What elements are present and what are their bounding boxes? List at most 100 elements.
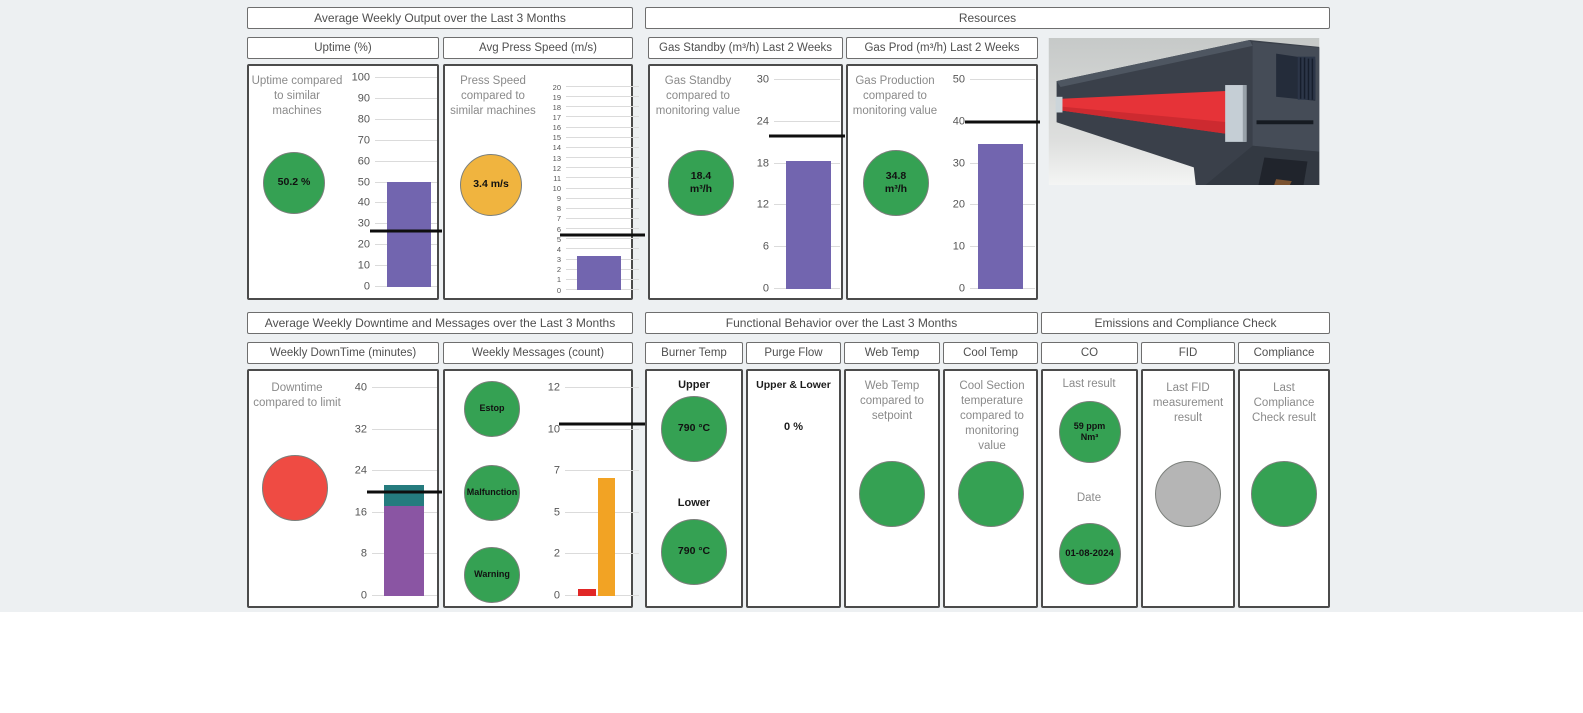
gridline [566, 197, 639, 199]
messages-bar-chart: 0 2 5 7 10 12 [533, 382, 645, 601]
y-tick-label: 14 [552, 143, 561, 153]
downtime-description: Downtime compared to limit [253, 382, 341, 409]
emissions-title-text: Emissions and Compliance Check [1094, 316, 1277, 330]
gas-standby-bar-chart: 0 6 12 18 24 30 [740, 74, 846, 294]
gridline [375, 160, 437, 162]
gas-standby-kpi-value: 18.4 [690, 169, 712, 182]
gridline [566, 136, 639, 138]
y-tick-label: 10 [952, 240, 965, 253]
bar-uptime [387, 182, 431, 287]
y-tick-label: 40 [354, 381, 367, 394]
plot-area [560, 86, 645, 290]
y-tick-label: 30 [952, 157, 965, 170]
gridline [566, 146, 639, 148]
gridline [372, 387, 437, 388]
y-tick-label: 40 [357, 196, 370, 209]
gridline [375, 97, 437, 99]
cool-temp-panel: Cool Section temperature compared to mon… [943, 369, 1038, 608]
gas-prod-kpi-circle: 34.8 m³/h [863, 150, 929, 216]
purge-value: 0 % [784, 421, 803, 433]
gridline [566, 126, 639, 128]
gas-prod-panel: Gas Production compared to monitoring va… [846, 64, 1041, 300]
gas-standby-kpi-circle: 18.4 m³/h [668, 150, 734, 216]
uptime-panel: Uptime compared to similar machines 50.2… [247, 64, 442, 300]
plot-area [559, 387, 645, 596]
press-speed-header: Avg Press Speed (m/s) [443, 37, 633, 59]
y-tick-label: 17 [552, 112, 561, 122]
press-kpi-value: 3.4 m/s [473, 178, 509, 191]
gridline [566, 157, 639, 159]
y-axis: 0 10 20 30 40 50 60 70 80 90 100 [341, 72, 375, 292]
emissions-section-title: Emissions and Compliance Check [1041, 312, 1330, 334]
compliance-status-circle [1251, 461, 1317, 527]
cool-status-circle [957, 461, 1024, 527]
y-tick-label: 19 [552, 92, 561, 102]
bar-warning [597, 478, 616, 596]
y-tick-label: 32 [354, 423, 367, 436]
co-date-label: Date [1076, 492, 1102, 504]
plot-area [370, 77, 442, 287]
compliance-header-text: Compliance [1253, 347, 1315, 359]
y-tick-label: 0 [360, 589, 367, 602]
co-panel: Last result 59 ppm Nm³ Date 01-08-2024 [1041, 369, 1138, 608]
plot-area [366, 387, 443, 596]
y-tick-label: 10 [552, 183, 561, 193]
press-kpi-circle: 3.4 m/s [460, 154, 522, 216]
y-tick-label: 100 [351, 71, 370, 84]
warning-status-circle: Warning [464, 547, 520, 603]
y-tick-label: 20 [952, 198, 965, 211]
y-tick-label: 2 [553, 547, 560, 560]
y-tick-label: 40 [952, 115, 965, 128]
y-axis: 0 6 12 18 24 30 [740, 74, 774, 294]
downtime-messages-title-text: Average Weekly Downtime and Messages ove… [264, 316, 616, 330]
y-tick-label: 8 [360, 547, 367, 560]
co-result-unit: Nm³ [1080, 432, 1099, 442]
gridline [566, 207, 639, 209]
y-tick-label: 1 [556, 275, 561, 285]
y-tick-label: 20 [357, 238, 370, 251]
web-description: Web Temp compared to setpoint [860, 380, 924, 422]
uptime-header-text: Uptime (%) [314, 42, 372, 54]
purge-flow-panel: Upper & Lower 0 % [746, 369, 841, 608]
gridline [970, 79, 1035, 80]
uptime-header: Uptime (%) [247, 37, 439, 59]
y-tick-label: 20 [552, 82, 561, 92]
gridline [372, 470, 437, 472]
cool-description: Cool Section temperature compared to mon… [959, 380, 1025, 452]
y-tick-label: 24 [354, 464, 367, 477]
resources-title-text: Resources [958, 11, 1017, 25]
weekly-messages-panel: Estop Malfunction Warning 0 2 5 7 10 12 [443, 369, 645, 608]
gridline [566, 86, 639, 87]
fid-header: FID [1141, 342, 1235, 364]
y-tick-label: 60 [357, 155, 370, 168]
bar-downtime [383, 506, 424, 596]
gridline [566, 248, 639, 250]
press-bar-chart: 0 1 2 3 4 5 6 7 8 9 10 11 12 13 14 15 16 17 18 19 20 [530, 83, 645, 293]
malfunction-label: Malfunction [466, 487, 518, 498]
burner-header-text: Burner Temp [661, 347, 727, 359]
y-tick-label: 6 [556, 224, 561, 234]
co-result-value: 59 ppm [1073, 420, 1106, 431]
target-line [768, 134, 846, 138]
weekly-downtime-header: Weekly DownTime (minutes) [247, 342, 439, 364]
machine-photo [1048, 38, 1320, 185]
burner-upper-circle: 790 °C [661, 396, 727, 462]
bar-gas-production [977, 143, 1024, 289]
y-axis: 0 10 20 30 40 50 [934, 74, 970, 294]
gridline [774, 79, 840, 80]
co-header-text: CO [1080, 347, 1099, 359]
uptime-kpi-circle: 50.2 % [263, 152, 325, 214]
fid-description: Last FID measurement result [1152, 382, 1224, 424]
weekly-messages-header-text: Weekly Messages (count) [471, 347, 605, 359]
downtime-messages-section-title: Average Weekly Downtime and Messages ove… [247, 312, 633, 334]
gas-standby-panel: Gas Standby compared to monitoring value… [648, 64, 846, 300]
plot-area [768, 79, 846, 289]
y-tick-label: 3 [556, 254, 561, 264]
purge-label: Upper & Lower [756, 379, 831, 391]
plot-area [964, 79, 1041, 289]
bar-gas-standby [785, 160, 831, 289]
cool-temp-header: Cool Temp [943, 342, 1038, 364]
gridline [375, 77, 437, 78]
co-result-label: Last result [1062, 378, 1116, 390]
burner-temp-panel: Upper 790 °C Lower 790 °C [645, 369, 743, 608]
